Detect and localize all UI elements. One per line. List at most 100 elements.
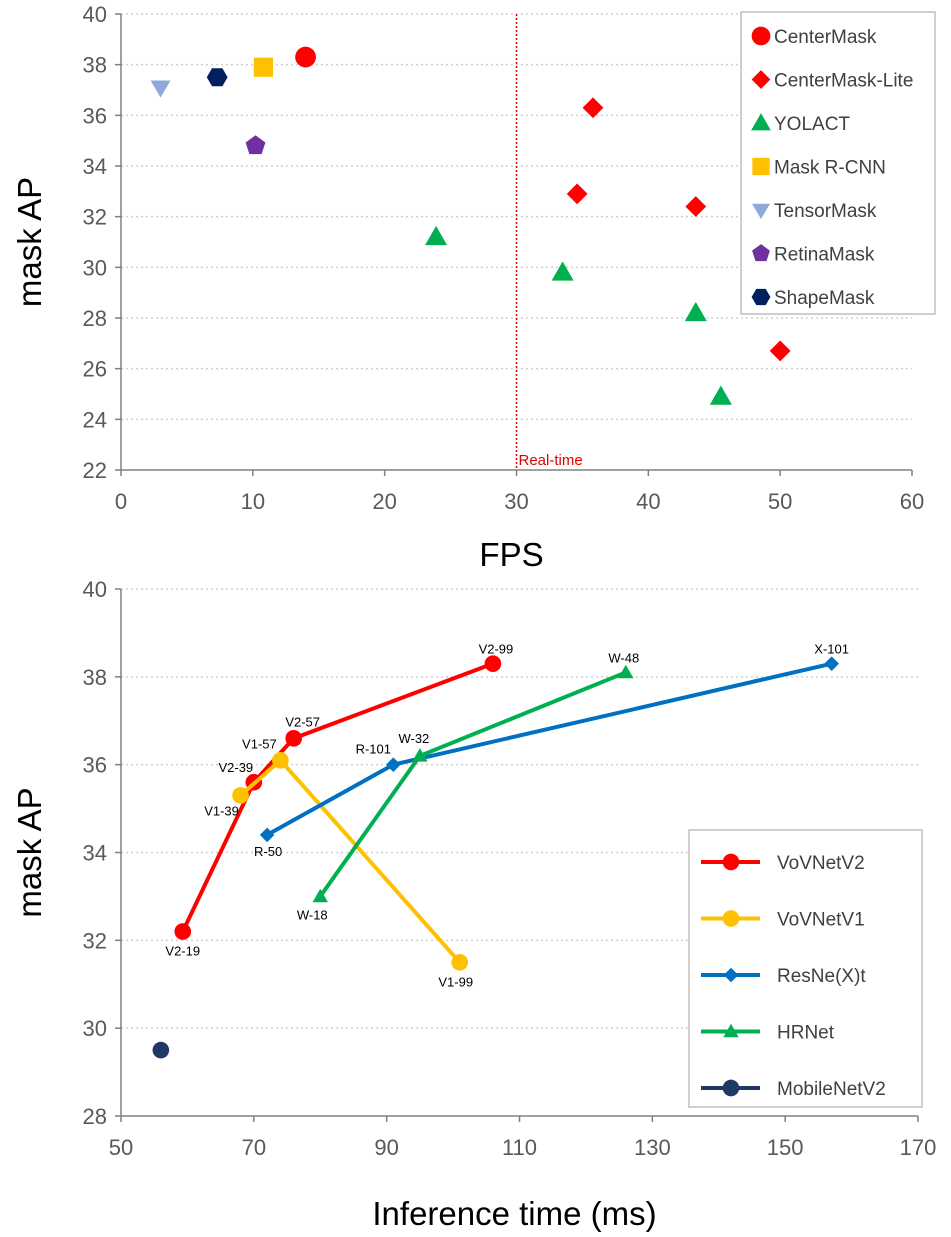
time-point — [272, 751, 289, 769]
fps-series-tensormask — [150, 80, 171, 98]
time-point — [618, 664, 634, 679]
chart-1-ytick-label: 34 — [83, 841, 107, 866]
legend-marker — [752, 244, 770, 262]
legend-marker — [751, 113, 771, 131]
fps-point — [150, 80, 171, 98]
time-point — [259, 827, 275, 843]
fps-point — [685, 196, 707, 217]
point-label: W-48 — [608, 650, 639, 665]
chart-0-ytick-label: 32 — [83, 205, 107, 230]
chart-1-xtick-label: 170 — [900, 1135, 937, 1160]
point-label: V1-99 — [438, 974, 473, 989]
fps-point — [684, 301, 707, 322]
point-label: V2-99 — [479, 642, 514, 657]
time-series-hrnet: W-18 W-32 W-48 — [297, 650, 639, 922]
legend-label: CenterMask-Lite — [774, 71, 913, 92]
time-point — [451, 953, 469, 971]
time-point — [285, 729, 303, 747]
chart-1-xtick-label: 90 — [374, 1135, 398, 1160]
fps-point — [425, 225, 448, 246]
point-label: R-101 — [356, 742, 391, 757]
chart-0-xtick-label: 40 — [636, 489, 660, 514]
fps-point — [253, 57, 273, 77]
legend-label: TensorMask — [774, 201, 877, 222]
fps-point — [709, 385, 732, 405]
time-point — [412, 748, 428, 762]
legend-marker — [723, 967, 739, 983]
chart-0-xtick-label: 30 — [504, 489, 528, 514]
point-label: V1-39 — [204, 803, 239, 818]
legend-label: HRNet — [777, 1023, 835, 1044]
point-label: X-101 — [814, 642, 849, 657]
legend-marker — [752, 203, 770, 219]
chart-1-xtick-label: 150 — [767, 1135, 804, 1160]
chart-1-y-title: mask AP — [11, 787, 48, 917]
legend-label: CenterMask — [774, 27, 877, 48]
chart-0-ytick-label: 28 — [83, 306, 107, 331]
fps-point — [551, 261, 574, 281]
fps-point — [245, 135, 266, 155]
chart-1-ytick-label: 28 — [83, 1104, 107, 1129]
time-series-mobilenetv2 — [152, 1041, 170, 1059]
fps-series-retinamask — [245, 135, 266, 155]
point-label: V2-19 — [165, 944, 200, 959]
chart-1-xtick-label: 70 — [242, 1135, 266, 1160]
legend-marker — [723, 1023, 739, 1038]
legend-label: Mask R-CNN — [774, 158, 886, 179]
point-label: V1-57 — [242, 736, 277, 751]
chart-1-xtick-label: 110 — [502, 1135, 537, 1160]
point-label: V2-39 — [218, 760, 253, 775]
time-point — [824, 656, 839, 671]
fps-point — [206, 68, 228, 87]
chart-1-ytick-label: 36 — [83, 753, 107, 778]
fps-series-yolact — [425, 225, 732, 405]
chart-0-xtick-label: 50 — [768, 489, 792, 514]
time-series-vovnetv1: V1-39 V1-57 V1-99 — [204, 736, 473, 989]
chart-1-ytick-label: 38 — [83, 665, 107, 690]
chart-0-ytick-label: 26 — [83, 357, 107, 382]
fps-series-shapemask — [206, 68, 228, 87]
chart-0-ytick-label: 34 — [83, 154, 107, 179]
time-point — [312, 888, 328, 903]
time-point — [232, 787, 249, 804]
chart-1-ytick-label: 32 — [83, 928, 107, 953]
legend-marker — [751, 288, 771, 306]
chart-0-xtick-label: 10 — [241, 489, 265, 514]
chart-0-ytick-label: 30 — [83, 255, 107, 280]
chart-0-legend-box — [740, 11, 936, 315]
chart-0-ytick-label: 40 — [83, 2, 107, 27]
fps-point — [769, 340, 791, 362]
legend-marker — [722, 910, 740, 927]
chart-0-xtick-label: 0 — [115, 489, 127, 514]
chart-0-ytick-label: 36 — [83, 103, 107, 128]
legend-label: ResNe(X)t — [777, 966, 866, 987]
chart-1-xtick-label: 130 — [634, 1135, 671, 1160]
fps-series-centermask — [295, 46, 316, 68]
legend-label: YOLACT — [774, 114, 850, 135]
chart-0-y-title: mask AP — [11, 177, 48, 307]
point-label: V2-57 — [285, 714, 320, 729]
time-series-vovnetv2: V2-19 V2-39 V2-57 V2-99 — [165, 642, 513, 959]
chart-0-ytick-label: 22 — [83, 458, 107, 483]
legend-label: ShapeMask — [774, 288, 875, 309]
legend-marker — [752, 157, 770, 176]
fps-point — [582, 97, 604, 119]
time-point — [484, 655, 502, 672]
chart-1-ytick-label: 40 — [83, 577, 107, 602]
chart-1-xtick-label: 50 — [109, 1135, 133, 1160]
chart-0-ytick-label: 38 — [83, 53, 107, 78]
chart-1-legend-box — [688, 829, 923, 1108]
series-line — [318, 670, 627, 898]
chart-0-xtick-label: 20 — [372, 489, 396, 514]
legend-marker — [751, 26, 771, 46]
legend-label: RetinaMask — [774, 245, 875, 266]
fps-point — [295, 46, 316, 68]
time-point — [386, 757, 401, 772]
time-point — [174, 923, 192, 940]
fps-series-centermask-lite — [566, 97, 791, 362]
legend-label: MobileNetV2 — [777, 1079, 886, 1100]
time-series-resne-x-t: R-50 R-101 X-101 — [254, 642, 849, 859]
chart-0-xtick-label: 60 — [900, 489, 924, 514]
point-label: R-50 — [254, 844, 282, 859]
